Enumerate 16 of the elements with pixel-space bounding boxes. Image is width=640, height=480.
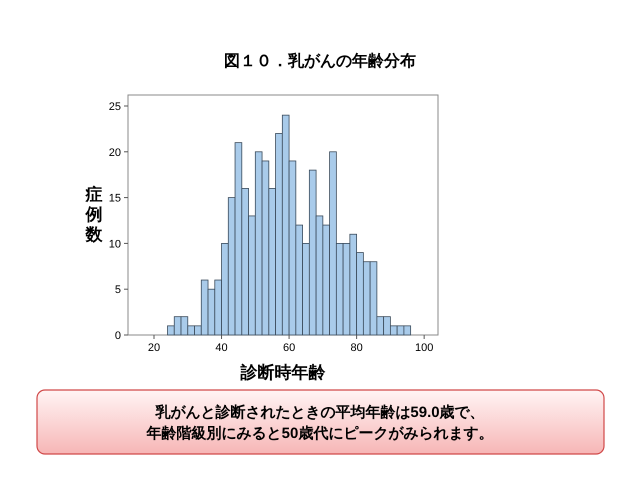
text: 乳がんと診断されたときの平均年齢は59.0歳で、 bbox=[154, 404, 485, 421]
x-tick-label: 60 bbox=[282, 342, 296, 354]
y-axis-title: 症例数 bbox=[84, 185, 104, 244]
y-tick-label: 25 bbox=[108, 100, 121, 113]
chart-title: 図１０．乳がんの年齢分布 bbox=[224, 52, 416, 70]
y-tick-label: 20 bbox=[108, 146, 121, 159]
x-tick-label: 20 bbox=[148, 342, 160, 354]
x-tick-label: 100 bbox=[414, 342, 434, 354]
text: 年齢階級別にみると50歳代にピークがみられます。 bbox=[146, 425, 494, 442]
y-tick-label: 10 bbox=[108, 238, 121, 250]
x-tick-label: 40 bbox=[215, 342, 228, 354]
x-tick-label: 80 bbox=[350, 342, 363, 354]
y-tick-label: 5 bbox=[114, 284, 121, 296]
x-axis-title: 診断時年齢 bbox=[240, 363, 326, 382]
y-tick-label: 0 bbox=[114, 330, 121, 342]
y-tick-label: 15 bbox=[108, 192, 121, 205]
